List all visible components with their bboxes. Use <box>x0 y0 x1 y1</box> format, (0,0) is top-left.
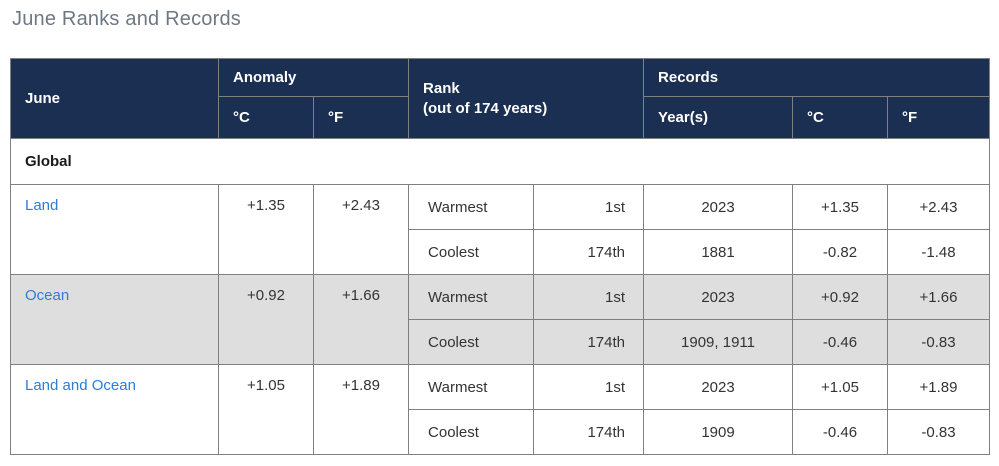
header-anomaly-f: °F <box>312 96 410 139</box>
section-row-global: Global <box>9 138 991 185</box>
header-row-2: °C °F Year(s) °C °F <box>11 96 991 139</box>
cell-ocean-warmest-years: 2023 <box>643 274 794 320</box>
ocean-warmest-row: Ocean +0.92 +1.66 Warmest 1st 2023 +0.92… <box>10 274 991 365</box>
cell-land-ocean-coolest-c: -0.46 <box>792 409 889 455</box>
table-header: June Anomaly Rank (out of 174 years) Rec… <box>10 58 991 139</box>
header-anomaly: Anomaly <box>217 58 410 97</box>
cell-land-ocean-anomaly-f: +1.89 <box>312 364 410 455</box>
cell-land-ocean-anomaly-c: +1.05 <box>218 364 314 455</box>
cell-land-ocean-warmest-f: +1.89 <box>887 364 991 410</box>
cell-land-warmest-c: +1.35 <box>792 184 889 230</box>
cell-ocean-anomaly-c: +0.92 <box>218 274 314 365</box>
cell-land-ocean-coolest-years: 1909 <box>643 409 794 455</box>
cell-land-anomaly-f: +2.43 <box>312 184 410 275</box>
header-records-c: °C <box>792 96 889 139</box>
cell-land-coolest-label: Coolest <box>408 229 535 275</box>
header-rank-line1: Rank <box>423 79 460 97</box>
cell-land-warmest-years: 2023 <box>643 184 794 230</box>
cell-land-warmest-rank: 1st <box>533 184 645 230</box>
link-land-and-ocean[interactable]: Land and Ocean <box>25 377 136 394</box>
header-june: June <box>10 58 219 139</box>
table-body: Global Land +1.35 +2.43 Warmest 1st 2023… <box>9 138 991 455</box>
cell-land-anomaly-c: +1.35 <box>218 184 314 275</box>
cell-land-ocean-warmest-years: 2023 <box>643 364 794 410</box>
ranks-records-table: June Anomaly Rank (out of 174 years) Rec… <box>9 58 991 455</box>
land-warmest-row: Land +1.35 +2.43 Warmest 1st 2023 +1.35 … <box>10 184 991 275</box>
cell-land-coolest-c: -0.82 <box>792 229 889 275</box>
header-records-f: °F <box>887 96 991 139</box>
cell-land-ocean-name: Land and Ocean <box>10 364 219 455</box>
link-land[interactable]: Land <box>25 197 59 214</box>
page-title: June Ranks and Records <box>12 8 241 30</box>
cell-land-warmest-label: Warmest <box>408 184 535 230</box>
cell-land-ocean-warmest-label: Warmest <box>408 364 535 410</box>
cell-land-ocean-warmest-c: +1.05 <box>792 364 889 410</box>
cell-ocean-warmest-c: +0.92 <box>792 274 889 320</box>
cell-ocean-warmest-label: Warmest <box>408 274 535 320</box>
cell-ocean-coolest-f: -0.83 <box>887 319 991 365</box>
header-rank: Rank (out of 174 years) <box>408 58 645 139</box>
land-ocean-warmest-row: Land and Ocean +1.05 +1.89 Warmest 1st 2… <box>10 364 991 455</box>
header-row-1: June Anomaly Rank (out of 174 years) Rec… <box>10 58 991 139</box>
section-label-global: Global <box>9 138 991 185</box>
land-coolest-row: Coolest 174th 1881 -0.82 -1.48 <box>11 229 991 275</box>
cell-ocean-warmest-rank: 1st <box>533 274 645 320</box>
cell-land-ocean-coolest-f: -0.83 <box>887 409 991 455</box>
cell-land-name: Land <box>10 184 219 275</box>
cell-ocean-coolest-rank: 174th <box>533 319 645 365</box>
cell-ocean-warmest-f: +1.66 <box>887 274 991 320</box>
land-ocean-coolest-row: Coolest 174th 1909 -0.46 -0.83 <box>11 409 991 455</box>
cell-land-ocean-coolest-label: Coolest <box>408 409 535 455</box>
cell-land-coolest-f: -1.48 <box>887 229 991 275</box>
cell-ocean-coolest-years: 1909, 1911 <box>643 319 794 365</box>
cell-land-ocean-warmest-rank: 1st <box>533 364 645 410</box>
cell-ocean-name: Ocean <box>10 274 219 365</box>
header-records: Records <box>643 58 991 97</box>
ocean-coolest-row: Coolest 174th 1909, 1911 -0.46 -0.83 <box>11 319 991 365</box>
cell-land-coolest-rank: 174th <box>533 229 645 275</box>
header-rank-line2: (out of 174 years) <box>423 99 548 117</box>
cell-land-ocean-coolest-rank: 174th <box>533 409 645 455</box>
cell-land-coolest-years: 1881 <box>643 229 794 275</box>
cell-land-warmest-f: +2.43 <box>887 184 991 230</box>
cell-ocean-anomaly-f: +1.66 <box>312 274 410 365</box>
cell-ocean-coolest-c: -0.46 <box>792 319 889 365</box>
header-anomaly-c: °C <box>218 96 314 139</box>
link-ocean[interactable]: Ocean <box>25 287 70 304</box>
cell-ocean-coolest-label: Coolest <box>408 319 535 365</box>
header-years: Year(s) <box>643 96 794 139</box>
